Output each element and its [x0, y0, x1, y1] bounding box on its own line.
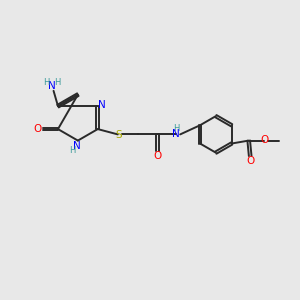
Text: H: H	[173, 124, 180, 133]
Text: N: N	[98, 100, 106, 110]
Text: O: O	[154, 151, 162, 161]
Text: O: O	[260, 135, 269, 145]
Text: N: N	[74, 142, 81, 152]
Text: S: S	[115, 130, 122, 140]
Text: H: H	[69, 146, 75, 155]
Text: O: O	[33, 124, 41, 134]
Text: H: H	[44, 78, 50, 87]
Text: H: H	[54, 78, 61, 87]
Text: N: N	[48, 81, 56, 91]
Text: N: N	[172, 129, 180, 139]
Text: O: O	[247, 156, 255, 166]
